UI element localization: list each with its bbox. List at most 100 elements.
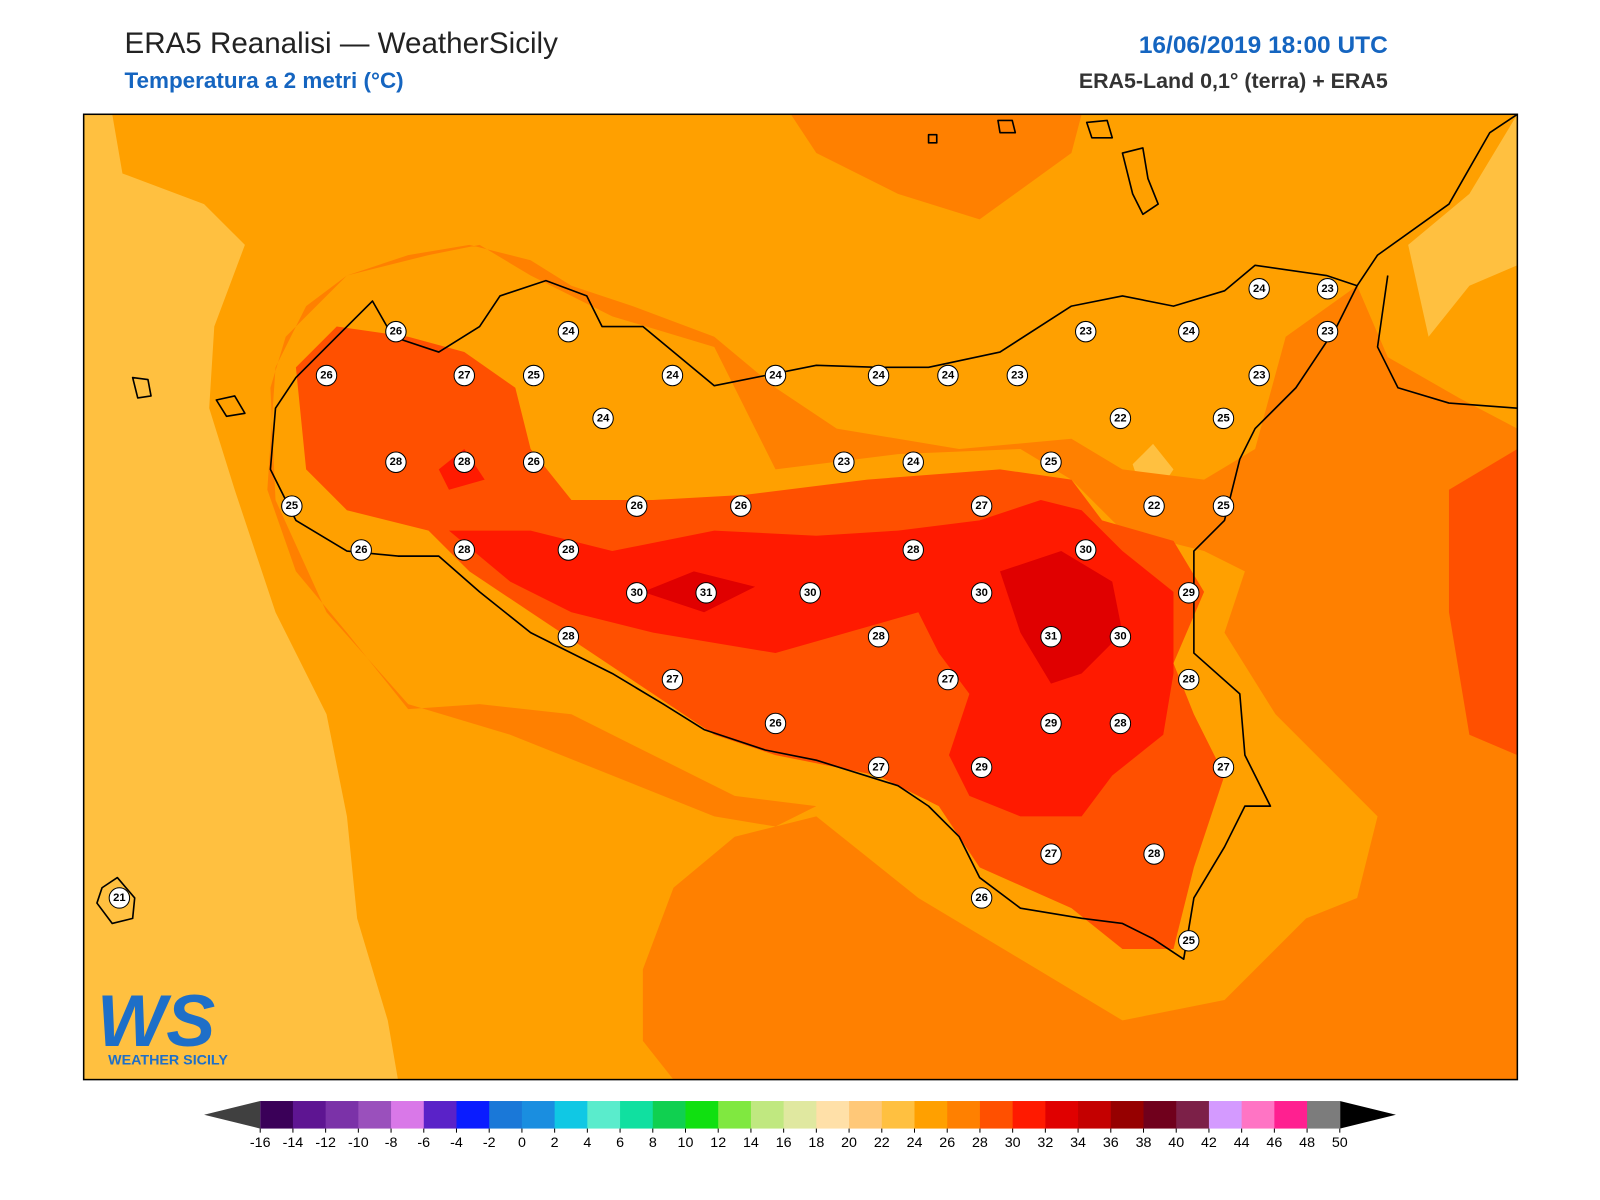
colorbar-tick-label: 10 xyxy=(678,1135,694,1151)
station-marker xyxy=(522,451,545,473)
colorbar-tick-label: 36 xyxy=(1103,1135,1119,1151)
station-marker xyxy=(281,495,303,517)
station-marker xyxy=(1143,495,1165,517)
station: 30 xyxy=(970,582,993,604)
station: 27 xyxy=(970,495,993,517)
station-value: 25 xyxy=(286,500,298,512)
subtitle: Temperatura a 2 metri (°C) xyxy=(124,68,403,93)
station-value: 21 xyxy=(113,892,125,904)
station-marker xyxy=(661,668,684,691)
station-marker xyxy=(937,364,959,387)
station: 31 xyxy=(695,582,717,604)
colorbar-over xyxy=(1339,1101,1396,1129)
station: 26 xyxy=(315,364,338,387)
colorbar-swatch xyxy=(881,1101,916,1129)
station: 28 xyxy=(453,451,475,473)
station: 28 xyxy=(453,539,475,561)
colorbar-tick-label: -4 xyxy=(450,1135,463,1151)
colorbar-tick-label: 20 xyxy=(841,1135,857,1151)
station: 27 xyxy=(1212,756,1235,779)
source: ERA5-Land 0,1° (terra) + ERA5 xyxy=(1079,69,1388,93)
station-value: 26 xyxy=(735,500,747,512)
station-marker xyxy=(1248,364,1270,387)
colorbar-tick-label: 26 xyxy=(939,1135,955,1151)
colorbar-swatch xyxy=(620,1101,654,1129)
colorbar-swatch xyxy=(587,1101,621,1129)
colorbar-swatch xyxy=(1110,1101,1145,1129)
station-marker xyxy=(661,364,684,387)
station-marker xyxy=(1316,320,1339,343)
station: 28 xyxy=(385,451,407,473)
station-value: 30 xyxy=(804,587,816,599)
station-value: 26 xyxy=(630,500,642,512)
station: 30 xyxy=(1075,539,1097,561)
station-value: 25 xyxy=(1045,456,1057,468)
station: 29 xyxy=(970,756,993,779)
station-marker xyxy=(799,582,821,604)
colorbar-swatch xyxy=(325,1101,359,1129)
station: 27 xyxy=(1040,843,1062,865)
station-marker xyxy=(695,582,717,604)
station-marker xyxy=(108,887,131,909)
station-value: 26 xyxy=(527,456,539,468)
colorbar-swatch xyxy=(554,1101,588,1129)
colorbar-tick-label: 48 xyxy=(1299,1135,1315,1151)
station-marker xyxy=(557,626,580,648)
station: 25 xyxy=(1178,930,1200,952)
colorbar-tick-label: 28 xyxy=(972,1135,988,1151)
colorbar-swatch xyxy=(1208,1101,1243,1129)
station-marker xyxy=(1248,278,1270,300)
station-marker xyxy=(1212,407,1235,430)
station: 24 xyxy=(937,364,959,387)
station: 28 xyxy=(1178,668,1200,691)
station-marker xyxy=(1040,843,1062,865)
station-value: 24 xyxy=(769,370,782,382)
colorbar-tick-label: 18 xyxy=(808,1135,824,1151)
colorbar-tick-label: 34 xyxy=(1070,1135,1086,1151)
colorbar: -16 -14 -12 -10 -8 -6 -4 -2 0 2 4 6 8 10 12 14 16 18 20 22 2… xyxy=(204,1101,1396,1151)
station: 23 xyxy=(1316,278,1339,300)
station: 27 xyxy=(453,364,475,387)
colorbar-tick-label: 6 xyxy=(616,1135,624,1151)
colorbar-tick-label: 12 xyxy=(710,1135,726,1151)
colorbar-tick-label: -14 xyxy=(283,1135,304,1151)
station-value: 24 xyxy=(907,456,920,468)
station: 24 xyxy=(1178,320,1200,343)
colorbar-swatch xyxy=(1176,1101,1210,1129)
title: ERA5 Reanalisi — WeatherSicily xyxy=(124,27,558,60)
station-value: 23 xyxy=(1321,326,1333,338)
station-value: 27 xyxy=(872,761,884,773)
colorbar-swatch xyxy=(489,1101,523,1129)
station: 24 xyxy=(902,451,924,473)
logo-name: WEATHER SICILY xyxy=(108,1052,228,1068)
station-marker xyxy=(764,712,787,735)
colorbar-tick-label: 44 xyxy=(1234,1135,1250,1151)
colorbar-swatch xyxy=(1045,1101,1079,1129)
station-value: 30 xyxy=(975,587,987,599)
station: 26 xyxy=(970,887,993,909)
colorbar-tick-label: 14 xyxy=(743,1135,759,1151)
colorbar-tick-label: 38 xyxy=(1136,1135,1152,1151)
station-value: 28 xyxy=(1183,674,1195,686)
colorbar-tick-label: 4 xyxy=(583,1135,591,1151)
colorbar-swatch xyxy=(979,1101,1014,1129)
station-value: 26 xyxy=(390,326,402,338)
colorbar-tick-label: -8 xyxy=(385,1135,398,1151)
station-marker xyxy=(1040,712,1062,735)
station-marker xyxy=(1075,539,1097,561)
station-value: 29 xyxy=(1045,717,1057,729)
station: 31 xyxy=(1040,626,1062,648)
station-marker xyxy=(1316,278,1339,300)
station-value: 30 xyxy=(1114,631,1126,643)
colorbar-swatch xyxy=(783,1101,817,1129)
colorbar-tick-label: -2 xyxy=(483,1135,496,1151)
station-value: 26 xyxy=(975,892,987,904)
station-marker xyxy=(315,364,338,387)
colorbar-tick-label: -12 xyxy=(315,1135,336,1151)
station: 26 xyxy=(626,495,648,517)
colorbar-swatch xyxy=(423,1101,458,1129)
station-marker xyxy=(453,451,475,473)
colorbar-tick-label: 32 xyxy=(1037,1135,1053,1151)
station: 24 xyxy=(557,320,580,343)
station: 25 xyxy=(281,495,303,517)
